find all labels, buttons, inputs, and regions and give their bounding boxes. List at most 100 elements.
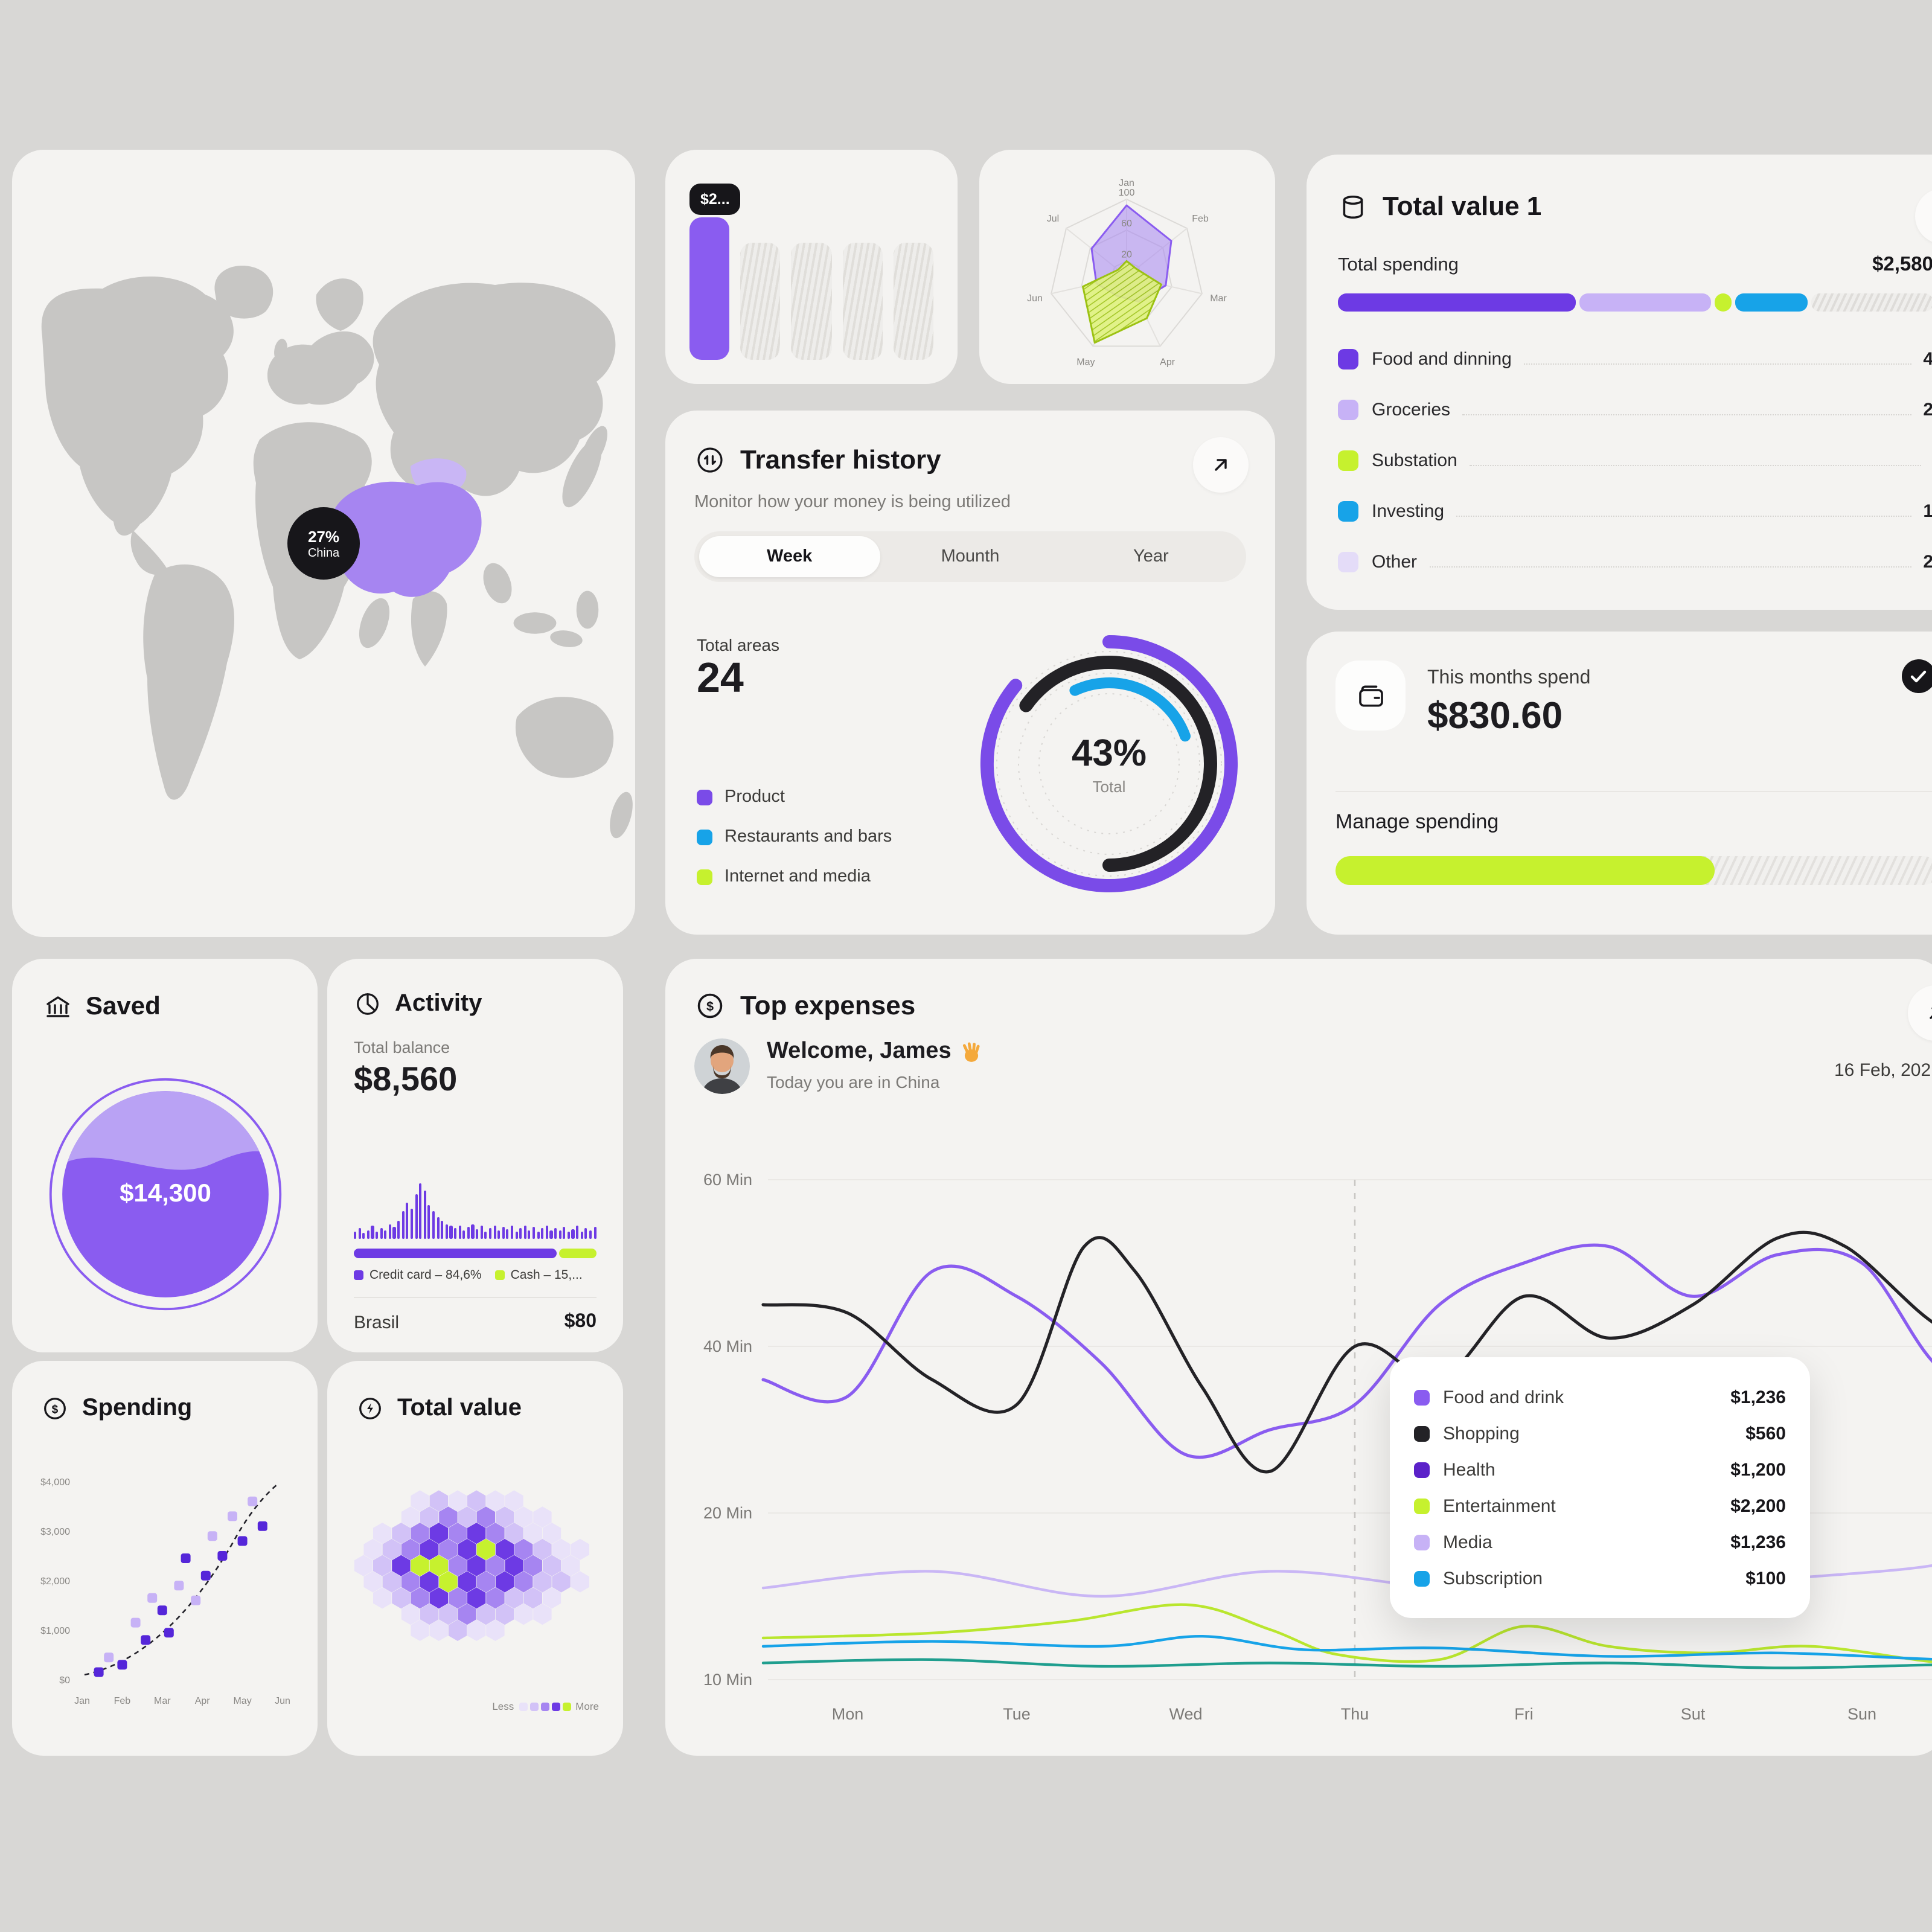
- svg-text:Mon: Mon: [832, 1705, 864, 1723]
- legend-row: Other 2: [1338, 536, 1932, 587]
- tab-week[interactable]: Week: [699, 536, 880, 577]
- tooltip-value: $2,200: [1730, 1495, 1786, 1516]
- svg-text:Tue: Tue: [1003, 1705, 1031, 1723]
- tooltip-value: $1,236: [1730, 1387, 1786, 1407]
- svg-text:10 Min: 10 Min: [703, 1671, 752, 1689]
- payment-split-bar: [354, 1249, 597, 1258]
- tooltip-value: $100: [1745, 1568, 1786, 1588]
- tooltip-value: $560: [1745, 1423, 1786, 1444]
- svg-text:20: 20: [1121, 249, 1132, 260]
- divider: [354, 1297, 597, 1298]
- legend-swatch: [494, 1270, 505, 1280]
- legend-item: Credit card – 84,6%: [354, 1268, 482, 1282]
- legend-swatch: [1338, 551, 1358, 572]
- legend-label: Food and dinning: [1372, 348, 1512, 369]
- radar-chart-card: Jan Feb Mar Apr May Jun Jul 20 60 100: [979, 150, 1275, 384]
- tooltip-label: Food and drink: [1443, 1387, 1564, 1407]
- tooltip-row: Entertainment $2,200: [1414, 1488, 1786, 1524]
- bolt-icon: [356, 1395, 384, 1422]
- svg-text:May: May: [233, 1696, 251, 1706]
- card-title: Spending: [82, 1395, 193, 1421]
- date-label: 16 Feb, 202: [1834, 1060, 1931, 1081]
- top-expenses-card: $ Top expenses Welcome,: [665, 959, 1932, 1756]
- bank-icon: [43, 993, 72, 1022]
- scale-swatches: [519, 1702, 571, 1710]
- svg-text:Jan: Jan: [1119, 178, 1134, 188]
- legend-value: 1: [1923, 501, 1932, 521]
- legend-swatch: [697, 829, 712, 845]
- legend-swatch: [1338, 348, 1358, 369]
- tooltip-row: Media $1,236: [1414, 1524, 1786, 1560]
- country-value: $80: [564, 1311, 597, 1332]
- svg-text:40 Min: 40 Min: [703, 1337, 752, 1355]
- legend-row: Investing 1: [1338, 485, 1932, 536]
- database-icon: [1338, 191, 1368, 222]
- wallet-icon: [1354, 679, 1387, 712]
- svg-text:Feb: Feb: [114, 1696, 131, 1706]
- svg-text:$4,000: $4,000: [40, 1477, 70, 1488]
- total-balance-value: $8,560: [354, 1060, 458, 1098]
- card-title: Total value 1: [1383, 191, 1542, 221]
- tooltip-row: Health $1,200: [1414, 1451, 1786, 1488]
- transfer-donut: 43% Total: [967, 622, 1251, 906]
- card-title: Saved: [86, 993, 161, 1020]
- legend-value: 2: [1923, 551, 1932, 572]
- legend-swatch: [1338, 450, 1358, 470]
- hex-heatmap: [354, 1490, 589, 1641]
- svg-text:Feb: Feb: [1192, 214, 1209, 224]
- svg-text:100: 100: [1119, 188, 1135, 198]
- legend-label: Other: [1372, 551, 1418, 572]
- card-title: Top expenses: [740, 990, 916, 1020]
- open-transfer-button[interactable]: [1193, 437, 1249, 493]
- svg-text:Wed: Wed: [1169, 1705, 1202, 1723]
- spending-scatter-chart: $4,000 $3,000 $2,000 $1,000 $0 Jan Feb Mar Apr Ma…: [40, 1477, 290, 1706]
- arrow-up-right-icon: [1925, 1002, 1932, 1024]
- avatar: [694, 1038, 750, 1094]
- map-country-badge[interactable]: 27% China: [287, 507, 360, 580]
- svg-text:$: $: [706, 999, 714, 1014]
- svg-text:Jan: Jan: [74, 1696, 90, 1706]
- coin-icon: $: [41, 1395, 69, 1422]
- card-subtitle: Monitor how your money is being utilized: [694, 493, 1011, 512]
- legend-label: Cash – 15,...: [510, 1268, 583, 1282]
- tooltip-swatch: [1414, 1425, 1430, 1441]
- svg-text:$: $: [52, 1403, 59, 1416]
- transfer-arrows-icon: [694, 444, 726, 476]
- legend-label: Product: [724, 787, 785, 807]
- card-title: Transfer history: [740, 444, 941, 475]
- legend-swatch: [697, 789, 712, 805]
- tooltip-row: Food and drink $1,236: [1414, 1379, 1786, 1415]
- legend-row: Food and dinning 4: [1338, 333, 1932, 384]
- dotted-leader: [1462, 414, 1911, 415]
- legend-label: Credit card – 84,6%: [369, 1268, 482, 1282]
- dotted-leader: [1469, 464, 1921, 465]
- svg-text:20 Min: 20 Min: [703, 1504, 752, 1522]
- svg-text:Sun: Sun: [1847, 1705, 1876, 1723]
- total-balance-label: Total balance: [354, 1038, 450, 1057]
- transfer-history-card: Transfer history Monitor how your money …: [665, 411, 1275, 935]
- legend-value: 4: [1923, 348, 1932, 369]
- svg-text:Mar: Mar: [154, 1696, 171, 1706]
- map-badge-country: China: [307, 546, 340, 560]
- legend-label: Groceries: [1372, 399, 1451, 420]
- tab-mounth[interactable]: Mounth: [941, 547, 1000, 566]
- svg-text:Mar: Mar: [1210, 293, 1227, 304]
- svg-text:$2,000: $2,000: [40, 1576, 70, 1587]
- total-spending-value: $2,580: [1872, 254, 1932, 275]
- donut-legend: Product Restaurants and bars Internet an…: [697, 787, 892, 886]
- spending-legend: Food and dinning 4 Groceries 2 Substatio…: [1307, 312, 1932, 587]
- total-areas-label: Total areas: [697, 635, 779, 654]
- country-spend-row: Brasil $80: [354, 1311, 597, 1333]
- saved-ball-chart: [46, 1075, 285, 1314]
- tab-year[interactable]: Year: [1133, 547, 1169, 566]
- card-title: Activity: [395, 990, 482, 1017]
- scale-more-label: More: [575, 1700, 599, 1712]
- dotted-leader: [1429, 566, 1911, 567]
- radar-chart: Jan Feb Mar Apr May Jun Jul 20 60 100: [1027, 178, 1227, 368]
- legend-label: Investing: [1372, 501, 1445, 521]
- legend-value: 2: [1923, 399, 1932, 420]
- total-spending-label: Total spending: [1338, 254, 1459, 275]
- activity-sparkline: [354, 1183, 597, 1239]
- legend-row: Substation: [1338, 435, 1932, 485]
- legend-swatch: [1338, 501, 1358, 521]
